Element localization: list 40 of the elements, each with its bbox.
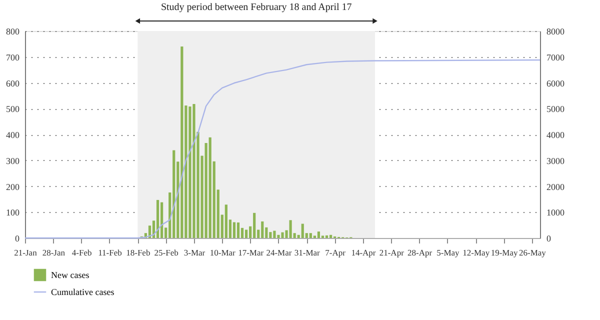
legend-label: Cumulative cases — [51, 287, 115, 297]
x-tick-label: 18-Feb — [126, 248, 150, 258]
x-tick-label: 12-May — [462, 248, 490, 258]
y2-tick-label: 7000 — [546, 52, 565, 62]
y2-tick-label: 0 — [546, 234, 552, 244]
y-tick-label: 200 — [6, 182, 20, 192]
x-tick-label: 31-Mar — [294, 248, 320, 258]
y2-tick-label: 1000 — [546, 208, 565, 218]
x-tick-label: 21-Jan — [14, 248, 38, 258]
y2-tick-label: 6000 — [546, 78, 565, 88]
y2-tick-label: 4000 — [546, 130, 565, 140]
x-tick-label: 10-Mar — [210, 248, 236, 258]
x-tick-label: 14-Apr — [351, 248, 376, 258]
legend-label: New cases — [51, 270, 90, 280]
x-tick-label: 19-May — [490, 248, 518, 258]
x-tick-label: 4-Feb — [72, 248, 92, 258]
x-tick-label: 11-Feb — [98, 248, 122, 258]
y2-tick-label: 2000 — [546, 182, 565, 192]
y-tick-label: 600 — [6, 78, 20, 88]
y-tick-label: 300 — [6, 156, 20, 166]
y2-tick-label: 3000 — [546, 156, 565, 166]
x-tick-label: 26-May — [518, 248, 547, 258]
y2-tick-label: 8000 — [546, 26, 565, 36]
x-tick-label: 17-Mar — [238, 248, 264, 258]
x-tick-label: 7-Apr — [325, 248, 346, 258]
y2-tick-label: 5000 — [546, 104, 565, 114]
x-tick-label: 24-Mar — [266, 248, 292, 258]
y-tick-label: 0 — [15, 234, 20, 244]
y-tick-label: 700 — [6, 52, 20, 62]
x-tick-label: 5-May — [436, 248, 460, 258]
y-tick-label: 800 — [6, 26, 20, 36]
x-tick-label: 25-Feb — [154, 248, 178, 258]
x-tick-label: 3-Mar — [184, 248, 206, 258]
x-tick-label: 28-Jan — [42, 248, 66, 258]
band-label: Study period between February 18 and April 17 — [160, 2, 352, 13]
x-tick-label: 21-Apr — [379, 248, 404, 258]
x-tick-label: 28-Apr — [408, 248, 432, 258]
y-tick-label: 100 — [6, 208, 20, 218]
y-tick-label: 500 — [6, 104, 20, 114]
y-tick-label: 400 — [6, 130, 20, 140]
